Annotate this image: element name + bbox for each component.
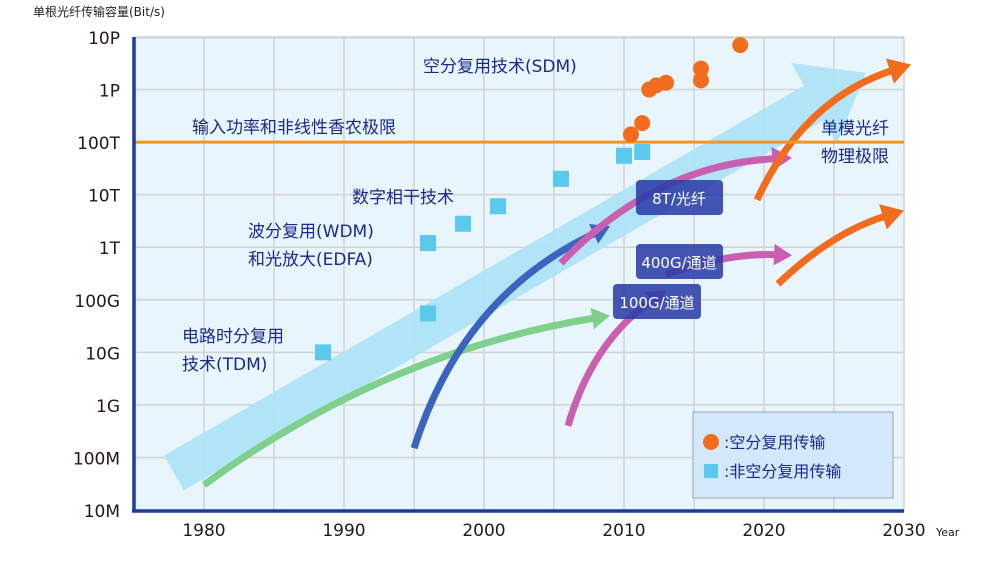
x-axis-unit: Year: [935, 526, 960, 539]
badge-400g-per-channel: 400G/通道: [636, 244, 723, 279]
data-point-sdm: [658, 74, 674, 91]
sdm-arrow-upper-shaft: [753, 66, 896, 202]
data-point-non-sdm: [455, 215, 471, 232]
tdm-arrow-shaft: [201, 314, 597, 488]
x-tick-label: 2030: [882, 521, 925, 541]
legend-label-non-sdm: :非空分复用传输: [724, 462, 841, 481]
data-point-non-sdm: [420, 235, 436, 252]
wdm-arrow-shaft: [410, 229, 599, 450]
y-tick-label: 10T: [88, 187, 121, 207]
svg-text:8T/光纤: 8T/光纤: [652, 190, 706, 208]
annotation-coherent: 数字相干技术: [352, 188, 454, 208]
annotation-sdm: 空分复用技术(SDM): [423, 57, 577, 77]
x-tick-label: 1980: [182, 521, 225, 541]
annotation-shannon-limit: 输入功率和非线性香农极限: [192, 118, 396, 138]
x-tick-label: 1990: [322, 521, 365, 541]
legend: :空分复用传输 :非空分复用传输: [692, 411, 894, 499]
data-point-sdm: [623, 126, 639, 143]
x-tick-label: 2020: [742, 521, 785, 541]
y-tick-label: 10M: [84, 502, 120, 522]
annotation-smf-limit-line1: 单模光纤: [821, 119, 889, 139]
y-tick-label: 1G: [96, 397, 120, 417]
legend-label-sdm: :空分复用传输: [724, 433, 825, 452]
annotation-wdm-line1: 波分复用(WDM): [248, 222, 374, 242]
data-point-sdm: [693, 60, 709, 77]
badge-8t-per-fiber: 8T/光纤: [636, 180, 723, 215]
x-tick-labels: 1980 1990 2000 2010 2020 2030: [182, 521, 925, 541]
y-tick-labels: 10M 100M 1G 10G 100G 1T 10T 100T 1P 10P: [73, 29, 121, 522]
y-axis-title: 单根光纤传输容量(Bit/s): [33, 4, 165, 19]
legend-circle-icon: [703, 434, 719, 450]
overall-trend: [163, 63, 867, 491]
y-tick-label: 100M: [73, 449, 120, 469]
data-point-non-sdm: [616, 147, 632, 164]
annotation-smf-limit-line2: 物理极限: [821, 147, 889, 167]
data-point-non-sdm: [553, 170, 569, 187]
sdm-arrow-upper-head: [886, 58, 911, 84]
y-tick-label: 100G: [74, 292, 120, 312]
y-tick-label: 1P: [99, 82, 120, 102]
data-point-non-sdm: [420, 305, 436, 322]
data-point-sdm: [634, 115, 651, 132]
data-points: [315, 37, 749, 361]
400g-channel-arrow-head: [773, 243, 792, 266]
svg-text:400G/通道: 400G/通道: [641, 254, 716, 272]
data-point-non-sdm: [315, 344, 331, 361]
badge-100g-per-channel: 100G/通道: [613, 284, 701, 319]
tdm-arrow-head: [590, 307, 610, 330]
annotation-tdm-line2: 技术(TDM): [182, 355, 267, 375]
x-tick-label: 2010: [602, 521, 645, 541]
svg-text:100G/通道: 100G/通道: [619, 294, 694, 312]
trend-arrows-overflow: [163, 58, 911, 491]
annotation-wdm-line2: 和光放大(EDFA): [248, 250, 373, 270]
y-tick-label: 10P: [88, 29, 120, 49]
y-tick-label: 100T: [77, 134, 120, 154]
data-point-sdm: [693, 72, 709, 89]
annotation-tdm-line1: 电路时分复用: [182, 327, 284, 347]
data-point-non-sdm: [634, 143, 651, 160]
y-tick-label: 1T: [99, 239, 121, 259]
sdm-arrow-lower-head: [879, 204, 904, 230]
data-point-sdm: [732, 37, 749, 54]
y-tick-label: 10G: [85, 344, 120, 364]
x-tick-label: 2000: [462, 521, 505, 541]
sdm-arrow-lower-shaft: [775, 212, 889, 287]
data-point-non-sdm: [490, 198, 506, 215]
legend-square-icon: [704, 464, 718, 478]
